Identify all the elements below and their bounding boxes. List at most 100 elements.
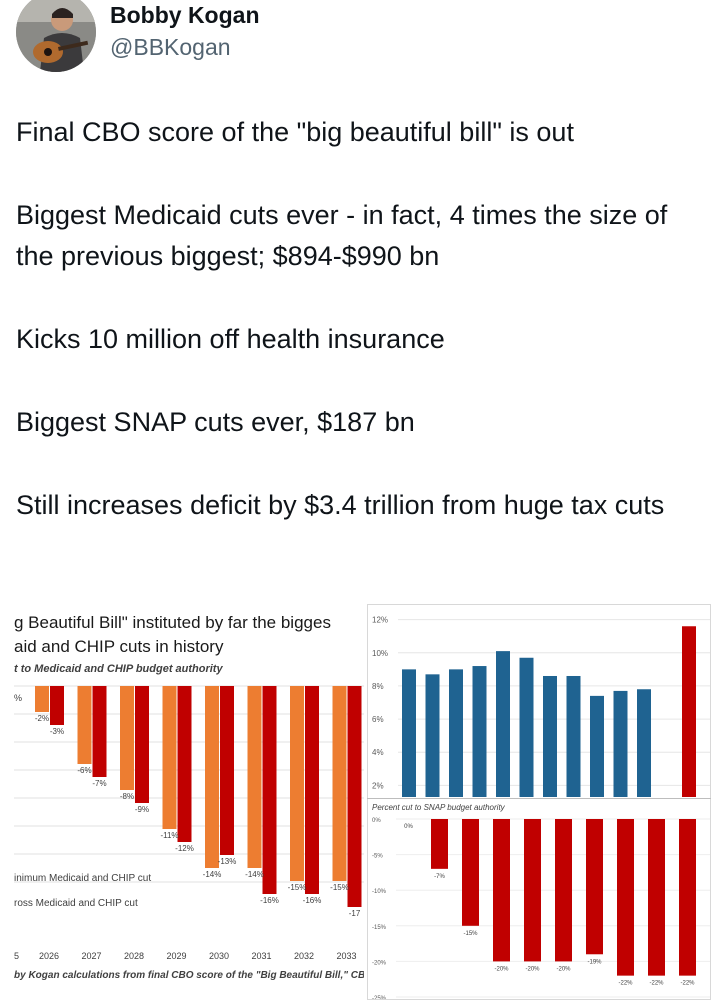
bar-blue: [496, 651, 510, 797]
data-label: -22%: [680, 981, 695, 987]
bar-blue: [425, 674, 440, 797]
bar-min-2030: [205, 686, 219, 868]
data-label: -15%: [330, 883, 349, 892]
bar-snap: [462, 819, 479, 926]
avatar-guitar-photo-icon: [16, 0, 96, 72]
medicaid-chart: g Beautiful Bill" instituted by far the …: [14, 613, 364, 981]
chart-source: by Kogan calculations from final CBO sco…: [14, 970, 364, 981]
bar-min-2032: [290, 686, 304, 881]
bar-min-2027: [77, 686, 92, 764]
chart-divider: [367, 798, 711, 799]
comparison-charts: 12% 10% 8% 6% 4% 2% Percent cut to SNAP budge…: [372, 616, 710, 1000]
bar-gross-2026: [50, 686, 64, 725]
data-label: -14%: [203, 870, 222, 879]
tweet-paragraph: Final CBO score of the "big beautiful bi…: [16, 117, 574, 147]
bar-snap: [524, 819, 541, 962]
bar-gross-2029: [177, 686, 192, 842]
data-label: -7%: [434, 874, 445, 880]
bar-snap: [493, 819, 510, 962]
bar-snap: [555, 819, 572, 962]
snap-subtitle: Percent cut to SNAP budget authority: [372, 803, 506, 812]
bar-blue: [402, 669, 416, 797]
author-name[interactable]: Bobby Kogan: [110, 2, 260, 28]
bar-snap: [617, 819, 634, 976]
data-label: -12%: [175, 844, 194, 853]
tweet-header: Bobby Kogan @BBKogan: [0, 0, 727, 80]
bar-blue: [566, 675, 581, 797]
x-tick-label: 2030: [209, 951, 229, 961]
y-tick-label: 8%: [372, 682, 384, 691]
bar-snap: [431, 819, 448, 869]
data-label: -13%: [218, 857, 237, 866]
bar-gross-2027: [92, 686, 107, 777]
tweet-paragraph: Still increases deficit by $3.4 trillion…: [16, 490, 665, 520]
data-label: -20%: [556, 966, 571, 972]
data-label: -17: [349, 909, 361, 918]
author-handle[interactable]: @BBKogan: [110, 34, 231, 60]
media-divider: [364, 600, 367, 1000]
tweet-media[interactable]: g Beautiful Bill" instituted by far the …: [0, 600, 727, 1000]
bar-snap: [586, 819, 603, 955]
bar-blue: [543, 675, 557, 797]
data-label: 0%: [404, 824, 413, 830]
x-tick-label: 2028: [124, 951, 144, 961]
bar-min-2029: [162, 686, 177, 829]
data-label: -11%: [160, 831, 178, 840]
data-label: -16%: [260, 896, 279, 905]
avatar[interactable]: [16, 0, 96, 72]
y-tick-label: -25%: [372, 996, 387, 1000]
x-tick-label: 2031: [251, 951, 271, 961]
data-label: -2%: [35, 714, 49, 723]
chart-title-line1: g Beautiful Bill" instituted by far the …: [14, 613, 331, 632]
data-label: -16%: [303, 896, 322, 905]
bar-min-2026: [35, 686, 49, 712]
data-label: -7%: [92, 779, 106, 788]
zero-axis-label: %: [14, 693, 22, 703]
x-tick-label: 2029: [166, 951, 186, 961]
tweet-paragraph: Kicks 10 million off health insurance: [16, 324, 445, 354]
data-label: -15%: [288, 883, 307, 892]
y-tick-label: -15%: [372, 925, 387, 931]
tweet-paragraph: Biggest Medicaid cuts ever - in fact, 4 …: [16, 200, 668, 271]
medicaid-chart-image[interactable]: g Beautiful Bill" instituted by far the …: [0, 600, 364, 1000]
y-tick-label: 0%: [372, 818, 381, 824]
bar-snap: [679, 819, 696, 976]
bar-blue: [613, 690, 628, 797]
bar-snap: [648, 819, 665, 976]
data-label: -9%: [135, 805, 149, 814]
y-tick-label: -10%: [372, 889, 387, 895]
bar-min-2031: [247, 686, 262, 868]
y-tick-label: 2%: [372, 781, 384, 790]
bar-gross-2030: [220, 686, 234, 855]
data-label: -22%: [618, 981, 633, 987]
x-tick-label: 2033: [336, 951, 356, 961]
x-tick-label: 2027: [81, 951, 101, 961]
data-label: -6%: [77, 766, 91, 775]
data-label: -20%: [525, 966, 540, 972]
bar-gross-2033: [347, 686, 362, 907]
y-tick-label: -5%: [372, 854, 383, 860]
bar-blue: [472, 666, 487, 797]
legend-min: inimum Medicaid and CHIP cut: [14, 873, 151, 884]
chart-title-line2: aid and CHIP cuts in history: [14, 637, 224, 656]
x-tick-label: 2032: [294, 951, 314, 961]
data-label: -22%: [649, 981, 664, 987]
bar-red: [682, 626, 696, 797]
data-label: -20%: [494, 966, 509, 972]
chart-subtitle: t to Medicaid and CHIP budget authority: [14, 663, 223, 675]
y-tick-label: 10%: [372, 649, 388, 658]
x-tick-first: 5: [14, 951, 19, 961]
tweet-paragraph: Biggest SNAP cuts ever, $187 bn: [16, 407, 415, 437]
bar-min-2028: [120, 686, 134, 790]
tweet-text: Final CBO score of the "big beautiful bi…: [16, 112, 706, 526]
bar-gross-2028: [135, 686, 149, 803]
legend-gross: ross Medicaid and CHIP cut: [14, 898, 138, 909]
comparison-charts-image[interactable]: 12% 10% 8% 6% 4% 2% Percent cut to SNAP budge…: [367, 604, 711, 1000]
y-tick-label: 12%: [372, 616, 388, 625]
bar-blue: [519, 657, 534, 797]
data-label: -19%: [587, 959, 602, 965]
bar-blue: [590, 695, 604, 797]
x-tick-label: 2026: [39, 951, 59, 961]
y-tick-label: 6%: [372, 715, 384, 724]
data-label: -15%: [463, 931, 478, 937]
